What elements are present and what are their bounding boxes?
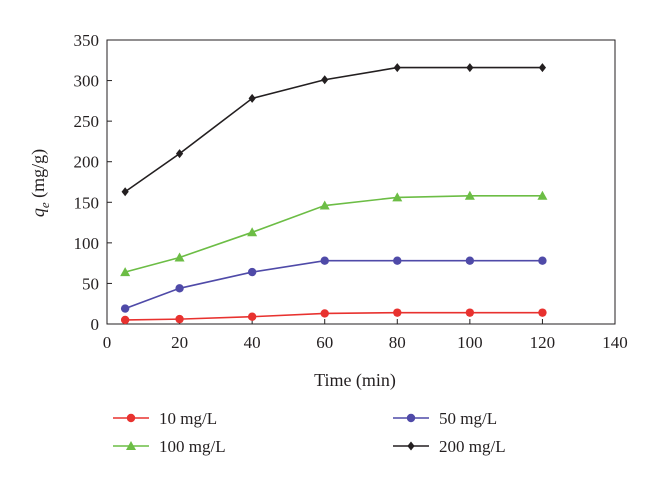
- series-line: [124, 259, 543, 310]
- x-tick-label: 100: [457, 333, 483, 352]
- plot-frame: [106, 39, 616, 325]
- data-point: [175, 149, 184, 159]
- y-tick-label: 250: [74, 112, 100, 131]
- y-tick-label: 300: [74, 72, 100, 91]
- data-point: [320, 256, 329, 265]
- data-point: [321, 75, 329, 85]
- data-point: [174, 252, 185, 262]
- plot-area: [106, 39, 616, 325]
- data-point: [538, 63, 547, 73]
- legend-label: 100 mg/L: [159, 437, 226, 456]
- data-point: [121, 187, 129, 197]
- legend-swatch-marker: [406, 413, 416, 423]
- data-point: [537, 190, 548, 200]
- series-10-mg-l: [120, 308, 547, 325]
- legend-swatch-marker: [126, 413, 136, 423]
- x-tick-label: 0: [103, 333, 112, 352]
- legend-swatch-marker: [407, 441, 415, 451]
- data-point: [320, 309, 329, 318]
- legend: 10 mg/L 50 mg/L 100 mg/L 200 mg/L: [113, 409, 506, 456]
- y-axis-title-symbol: q: [28, 208, 48, 217]
- data-point: [120, 315, 130, 325]
- data-point: [393, 308, 402, 317]
- x-tick-label: 60: [316, 333, 333, 352]
- legend-label: 50 mg/L: [439, 409, 497, 428]
- x-axis: 0 20 40 60 80 100 120 140: [103, 319, 628, 352]
- legend-item: 200 mg/L: [393, 437, 506, 456]
- x-tick-label: 80: [389, 333, 406, 352]
- series-100-mg-l: [120, 190, 548, 277]
- y-axis-title-unit: (mg/g): [28, 149, 49, 203]
- x-axis-title: Time (min): [314, 370, 396, 391]
- legend-item: 10 mg/L: [113, 409, 217, 428]
- data-point: [393, 256, 402, 265]
- data-point: [120, 267, 131, 277]
- x-tick-label: 120: [530, 333, 556, 352]
- legend-item: 50 mg/L: [393, 409, 497, 428]
- data-point: [319, 200, 330, 210]
- y-tick-label: 200: [74, 153, 100, 172]
- data-point: [175, 284, 184, 293]
- data-point: [247, 267, 257, 277]
- y-axis-title-subscript: e: [37, 202, 52, 208]
- series-line: [124, 66, 543, 193]
- data-point: [247, 312, 257, 321]
- data-point: [175, 314, 184, 324]
- legend-label: 10 mg/L: [159, 409, 217, 428]
- data-point: [465, 308, 475, 317]
- data-point: [538, 256, 547, 265]
- x-tick-label: 140: [602, 333, 628, 352]
- y-tick-label: 350: [74, 31, 100, 50]
- x-tick-label: 20: [171, 333, 188, 352]
- series-layer: [120, 63, 548, 325]
- legend-swatch-marker: [126, 441, 136, 450]
- data-point: [393, 63, 401, 73]
- legend-label: 200 mg/L: [439, 437, 506, 456]
- data-point: [120, 304, 130, 313]
- data-point: [247, 227, 258, 237]
- y-tick-label: 50: [82, 274, 99, 293]
- data-point: [248, 93, 256, 103]
- y-tick-label: 150: [74, 193, 100, 212]
- y-tick-label: 100: [74, 234, 100, 253]
- series-50-mg-l: [120, 256, 547, 313]
- y-axis: 0 50 100 150 200 250 300 350: [74, 31, 112, 334]
- y-tick-label: 0: [91, 315, 100, 334]
- data-point: [538, 308, 547, 317]
- data-point: [392, 192, 403, 202]
- data-point: [465, 256, 475, 265]
- legend-item: 100 mg/L: [113, 437, 226, 456]
- series-200-mg-l: [121, 63, 547, 197]
- y-axis-title: qe (mg/g): [28, 149, 52, 217]
- data-point: [466, 63, 474, 73]
- x-tick-label: 40: [244, 333, 261, 352]
- series-line: [125, 311, 543, 321]
- data-point: [464, 190, 475, 200]
